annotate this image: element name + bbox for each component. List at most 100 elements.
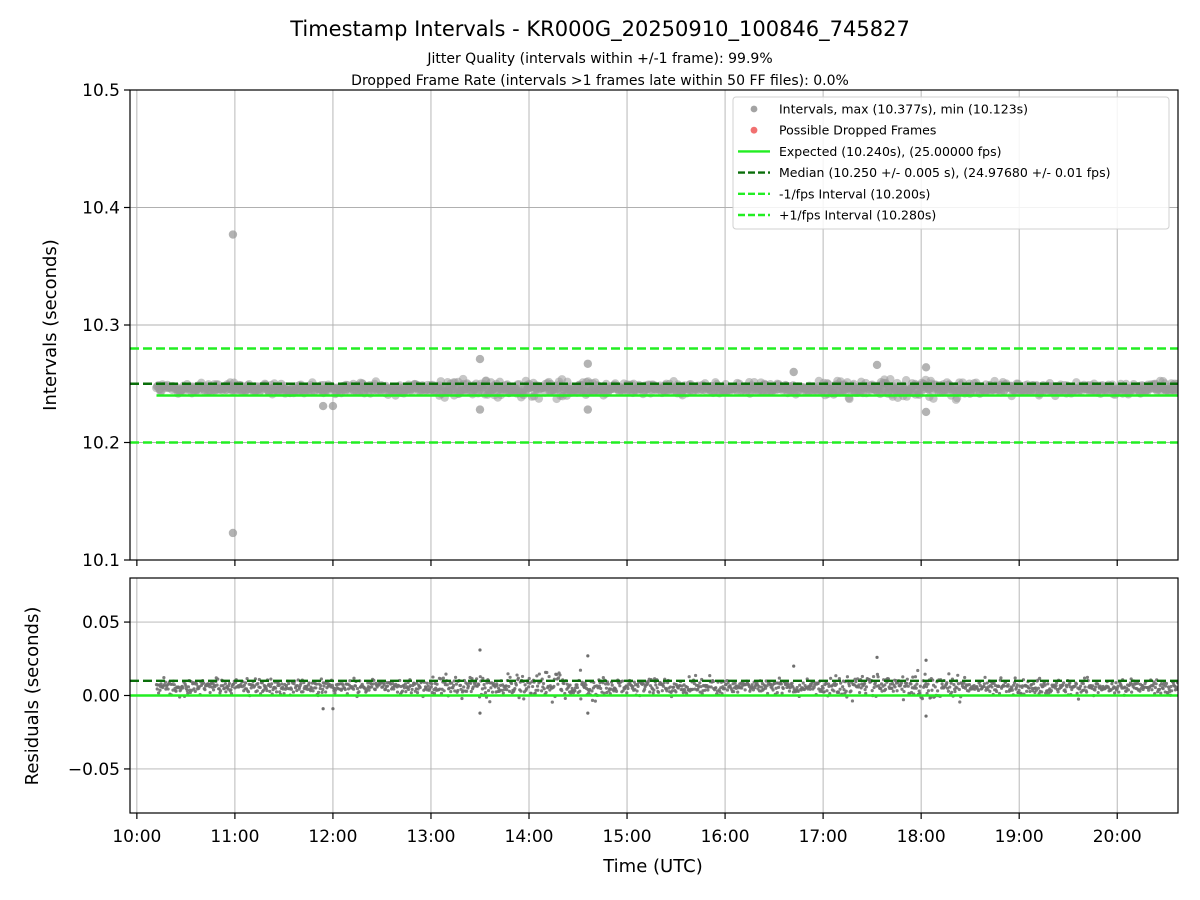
chart-title: Timestamp Intervals - KR000G_20250910_10… (289, 17, 910, 42)
residual-point (708, 674, 712, 678)
residual-point (841, 685, 845, 689)
interval-point-outlier (583, 405, 593, 414)
residual-point (520, 674, 525, 679)
residual-point (508, 675, 512, 679)
residual-point (832, 689, 836, 693)
residual-point (324, 681, 328, 686)
legend-label-1fps: -1/fps Interval (10.200s) (779, 186, 930, 201)
residual-point (1147, 688, 1151, 692)
residual-point (1055, 681, 1059, 685)
residual-point (709, 685, 713, 689)
residual-point (614, 689, 619, 693)
residual-point (763, 686, 768, 690)
residual-point (1117, 690, 1121, 694)
residual-point (914, 686, 918, 690)
residual-point (990, 685, 994, 689)
residual-point (316, 690, 321, 695)
residual-point (575, 685, 580, 690)
intervals-y-tick-label: 10.2 (82, 434, 120, 454)
residual-point (930, 688, 934, 692)
residual-point (952, 683, 956, 687)
residual-point-outlier (875, 655, 879, 659)
residual-point (568, 683, 572, 687)
residual-point (873, 681, 877, 685)
residual-point (870, 689, 874, 693)
residual-point (438, 687, 442, 691)
residual-point (706, 688, 710, 692)
residual-point (883, 683, 887, 687)
residuals-x-tick-label: 17:00 (799, 827, 848, 847)
residual-point (442, 689, 446, 693)
residual-point (513, 686, 517, 691)
residual-point (256, 681, 260, 686)
residual-point (533, 691, 537, 695)
residual-point (483, 690, 488, 695)
residual-point (431, 675, 435, 679)
residual-point (641, 681, 645, 686)
residual-point (847, 684, 851, 688)
residual-point (985, 681, 989, 685)
residuals-x-tick-label: 14:00 (505, 827, 554, 847)
residual-point (1126, 688, 1130, 692)
residual-point (894, 679, 898, 683)
residual-point (386, 689, 390, 693)
residual-point (519, 689, 523, 693)
residual-point (357, 690, 361, 694)
residual-point (982, 684, 986, 689)
interval-point-outlier (475, 405, 485, 414)
residual-point (1061, 683, 1065, 688)
residual-point (1159, 691, 1163, 695)
residual-point (210, 685, 214, 689)
residual-point (575, 683, 579, 687)
residual-point (1006, 683, 1010, 687)
residual-point (1062, 681, 1066, 685)
residual-point (808, 687, 812, 691)
interval-point-outlier (921, 363, 931, 372)
residual-point (249, 686, 253, 690)
residual-point (740, 686, 744, 690)
residual-point (265, 688, 269, 693)
residual-point (620, 679, 625, 683)
residuals-x-tick-label: 18:00 (897, 827, 946, 847)
residual-point (860, 674, 864, 679)
residual-point-outlier (924, 714, 928, 718)
residual-point (215, 683, 219, 687)
residual-point (155, 687, 159, 691)
residual-point (310, 686, 314, 691)
residual-point (482, 683, 486, 687)
residual-point (570, 686, 574, 691)
legend-label-expected: Expected (10.240s), (25.00000 fps) (779, 144, 1001, 159)
residual-point (909, 682, 913, 686)
residual-point (333, 691, 337, 695)
residual-point-outlier (924, 658, 928, 662)
residual-point (383, 687, 388, 691)
residual-point (828, 691, 832, 696)
residual-point (967, 682, 971, 687)
residual-point (221, 683, 225, 688)
residual-point-outlier (586, 711, 590, 715)
interval-point (845, 394, 854, 404)
residual-point (556, 682, 560, 686)
residual-point (320, 690, 324, 694)
residual-point (471, 685, 475, 689)
residual-point (406, 687, 411, 692)
residual-point (777, 676, 781, 680)
residual-point (523, 683, 527, 687)
residual-point (925, 691, 929, 696)
residual-point (844, 689, 848, 693)
residual-point (174, 689, 178, 693)
residual-point (224, 690, 228, 694)
residual-point (366, 681, 370, 685)
residual-point (162, 683, 167, 687)
residual-point (916, 668, 920, 673)
residual-point (604, 682, 608, 686)
residual-point (560, 689, 564, 693)
residual-point (652, 688, 656, 692)
residual-point (728, 684, 732, 688)
residual-point (415, 690, 420, 695)
residual-point (547, 675, 551, 679)
residual-point (535, 684, 540, 688)
residual-point (535, 674, 539, 678)
y-axis-label-residuals: Residuals (seconds) (22, 607, 43, 786)
